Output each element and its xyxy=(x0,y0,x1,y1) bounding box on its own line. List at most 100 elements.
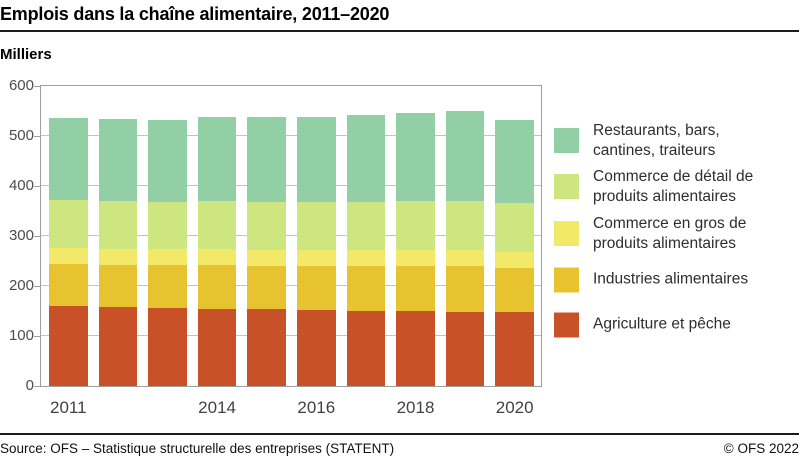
gridline-100 xyxy=(41,335,541,336)
bar-segment-2017-1 xyxy=(346,266,386,311)
bar-segment-2018-0 xyxy=(396,310,435,386)
legend-swatch xyxy=(554,174,579,199)
legend-label: Industries alimentaires xyxy=(593,270,749,288)
x-axis-label-2018: 2018 xyxy=(396,398,435,417)
y-axis-tick-400 xyxy=(34,185,40,187)
y-axis-label-200: 200 xyxy=(8,277,34,294)
bar-segment-2011-2 xyxy=(49,247,88,264)
legend-label: Agriculture et pêche xyxy=(593,315,731,333)
legend-label: Commerce de détail de produits alimentair… xyxy=(593,167,754,205)
bar-segment-2011-0 xyxy=(49,306,88,386)
bar-segment-2014-1 xyxy=(197,265,237,309)
footer-rule xyxy=(0,433,799,435)
bar-2017 xyxy=(346,115,386,386)
bar-segment-2011-4 xyxy=(49,118,88,200)
bar-segment-2018-1 xyxy=(396,265,435,311)
bar-segment-2013-1 xyxy=(148,265,187,308)
bar-segment-2020-2 xyxy=(495,252,534,268)
chart-title: Emplois dans la chaîne alimentaire, 2011… xyxy=(0,4,390,24)
bar-segment-2015-1 xyxy=(247,265,286,310)
bar-segment-2019-3 xyxy=(445,200,485,250)
bar-segment-2017-4 xyxy=(346,115,386,202)
copyright-text: © OFS 2022 xyxy=(723,441,799,456)
bar-segment-2016-1 xyxy=(297,266,336,310)
gridline-400 xyxy=(41,185,541,186)
bar-segment-2020-3 xyxy=(495,203,534,252)
plot-area xyxy=(40,85,542,387)
bar-segment-2013-4 xyxy=(148,119,187,202)
bar-segment-2012-4 xyxy=(98,118,138,201)
gridline-200 xyxy=(41,285,541,286)
bar-segment-2017-2 xyxy=(346,250,386,266)
y-axis-label-100: 100 xyxy=(8,327,34,344)
bar-segment-2012-0 xyxy=(98,307,138,386)
bar-segment-2014-0 xyxy=(197,308,237,386)
y-axis-label-500: 500 xyxy=(8,127,34,144)
bar-segment-2018-3 xyxy=(396,201,435,250)
x-axis-label-2020: 2020 xyxy=(495,398,534,417)
legend-item-4: Agriculture et pêche xyxy=(554,312,731,337)
y-axis-tick-100 xyxy=(34,335,40,337)
bar-segment-2015-3 xyxy=(247,202,286,250)
title-rule xyxy=(0,30,799,32)
bar-segment-2020-4 xyxy=(495,119,534,203)
bar-segment-2012-2 xyxy=(98,248,138,265)
y-axis-tick-200 xyxy=(34,285,40,287)
bar-2016 xyxy=(297,116,336,386)
bar-segment-2018-2 xyxy=(396,249,435,266)
bar-segment-2013-0 xyxy=(148,308,187,386)
y-axis-label-300: 300 xyxy=(8,227,34,244)
bar-segment-2014-2 xyxy=(197,249,237,265)
bar-segment-2011-1 xyxy=(49,263,88,306)
gridline-500 xyxy=(41,135,541,136)
bar-segment-2019-1 xyxy=(445,266,485,312)
bar-2018 xyxy=(396,113,435,386)
y-axis-label-0: 0 xyxy=(25,377,34,394)
legend-swatch xyxy=(554,267,579,292)
x-axis-label-2011: 2011 xyxy=(50,398,87,417)
gridline-300 xyxy=(41,235,541,236)
legend-item-3: Industries alimentaires xyxy=(554,267,748,292)
bar-segment-2019-0 xyxy=(445,311,485,386)
legend-swatch xyxy=(554,221,579,246)
legend-swatch xyxy=(554,312,579,337)
x-axis-label-2014: 2014 xyxy=(198,398,237,417)
bar-segment-2011-3 xyxy=(49,199,88,248)
y-axis-unit-label: Milliers xyxy=(0,46,52,63)
bar-segment-2012-1 xyxy=(98,264,138,307)
bar-2013 xyxy=(148,119,187,386)
bar-segment-2018-4 xyxy=(396,113,435,201)
bar-segment-2016-0 xyxy=(297,310,336,386)
legend-swatch xyxy=(554,128,579,153)
bar-segment-2012-3 xyxy=(98,200,138,249)
x-axis-label-2016: 2016 xyxy=(297,398,336,417)
bar-segment-2014-4 xyxy=(197,116,237,201)
bar-2020 xyxy=(495,119,534,386)
y-axis-tick-500 xyxy=(34,135,40,137)
bar-segment-2016-3 xyxy=(297,202,336,250)
legend-item-0: Restaurants, bars, cantines, traiteurs xyxy=(554,121,720,161)
legend-item-2: Commerce en gros de produits alimentaires xyxy=(554,214,746,254)
y-axis-label-400: 400 xyxy=(8,177,34,194)
bar-segment-2013-3 xyxy=(148,201,187,249)
bar-2014 xyxy=(197,116,237,386)
bar-segment-2017-0 xyxy=(346,310,386,386)
bar-segment-2013-2 xyxy=(148,249,187,265)
legend-label: Restaurants, bars, cantines, traiteurs xyxy=(593,121,720,159)
bar-2011 xyxy=(49,118,88,386)
bar-segment-2019-4 xyxy=(445,111,485,201)
bar-segment-2015-2 xyxy=(247,250,286,266)
bar-segment-2020-0 xyxy=(495,312,534,386)
bar-segment-2020-1 xyxy=(495,268,534,312)
y-axis-tick-600 xyxy=(34,85,40,87)
bar-segment-2014-3 xyxy=(197,201,237,249)
bar-segment-2015-0 xyxy=(247,309,286,386)
bar-2012 xyxy=(98,118,138,386)
y-axis-tick-300 xyxy=(34,235,40,237)
bar-segment-2015-4 xyxy=(247,117,286,202)
bar-segment-2016-2 xyxy=(297,250,336,266)
bar-segment-2017-3 xyxy=(346,201,386,250)
legend-label: Commerce en gros de produits alimentaires xyxy=(593,214,747,252)
bar-2019 xyxy=(445,111,485,386)
